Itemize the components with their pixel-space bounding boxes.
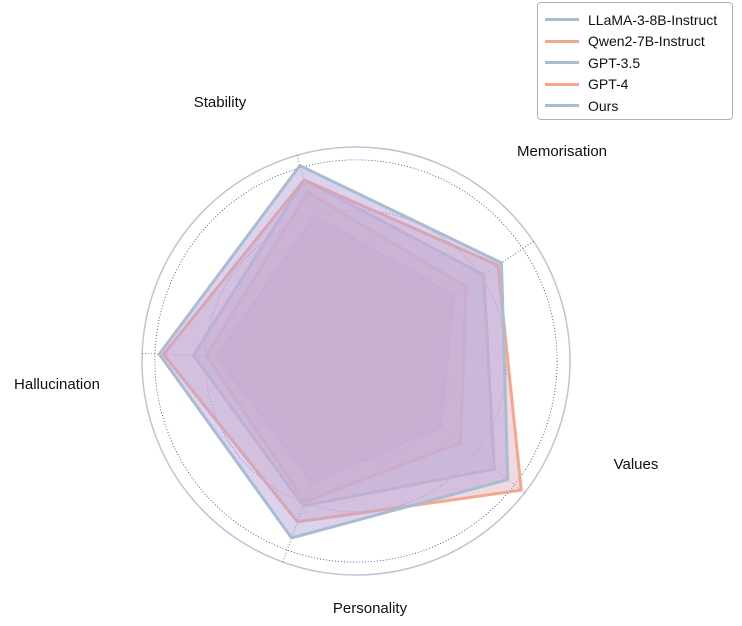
legend-item: Ours — [538, 95, 732, 117]
legend-item: GPT-4 — [538, 74, 732, 96]
legend-label: GPT-3.5 — [588, 54, 641, 71]
legend-label: LLaMA-3-8B-Instruct — [588, 11, 718, 28]
legend-item: GPT-3.5 — [538, 52, 732, 74]
radar-axis-labels: Stability Memorisation Values Personality Ha… — [14, 94, 658, 617]
series-5-area — [157, 164, 510, 540]
legend-label: GPT-4 — [588, 76, 629, 93]
outer-ring — [141, 146, 571, 576]
legend-swatch — [545, 18, 579, 22]
grid-ring — [154, 159, 558, 563]
legend-swatch — [545, 39, 579, 43]
legend: LLaMA-3-8B-Instruct Qwen2-7B-Instruct GP… — [537, 2, 733, 120]
legend-item: LLaMA-3-8B-Instruct — [538, 9, 732, 31]
axis-label-stability: Stability — [194, 94, 247, 111]
axis-label-hallucination: Hallucination — [14, 376, 100, 393]
legend-item: Qwen2-7B-Instruct — [538, 31, 732, 53]
axis-label-memorisation: Memorisation — [517, 143, 607, 160]
legend-swatch — [545, 104, 579, 108]
axis-label-personality: Personality — [333, 600, 408, 617]
legend-swatch — [545, 82, 579, 86]
radar-series-layer — [157, 164, 523, 540]
axis-label-values: Values — [614, 456, 659, 473]
legend-label: Qwen2-7B-Instruct — [588, 33, 705, 50]
legend-label: Ours — [588, 97, 619, 114]
legend-swatch — [545, 61, 579, 65]
